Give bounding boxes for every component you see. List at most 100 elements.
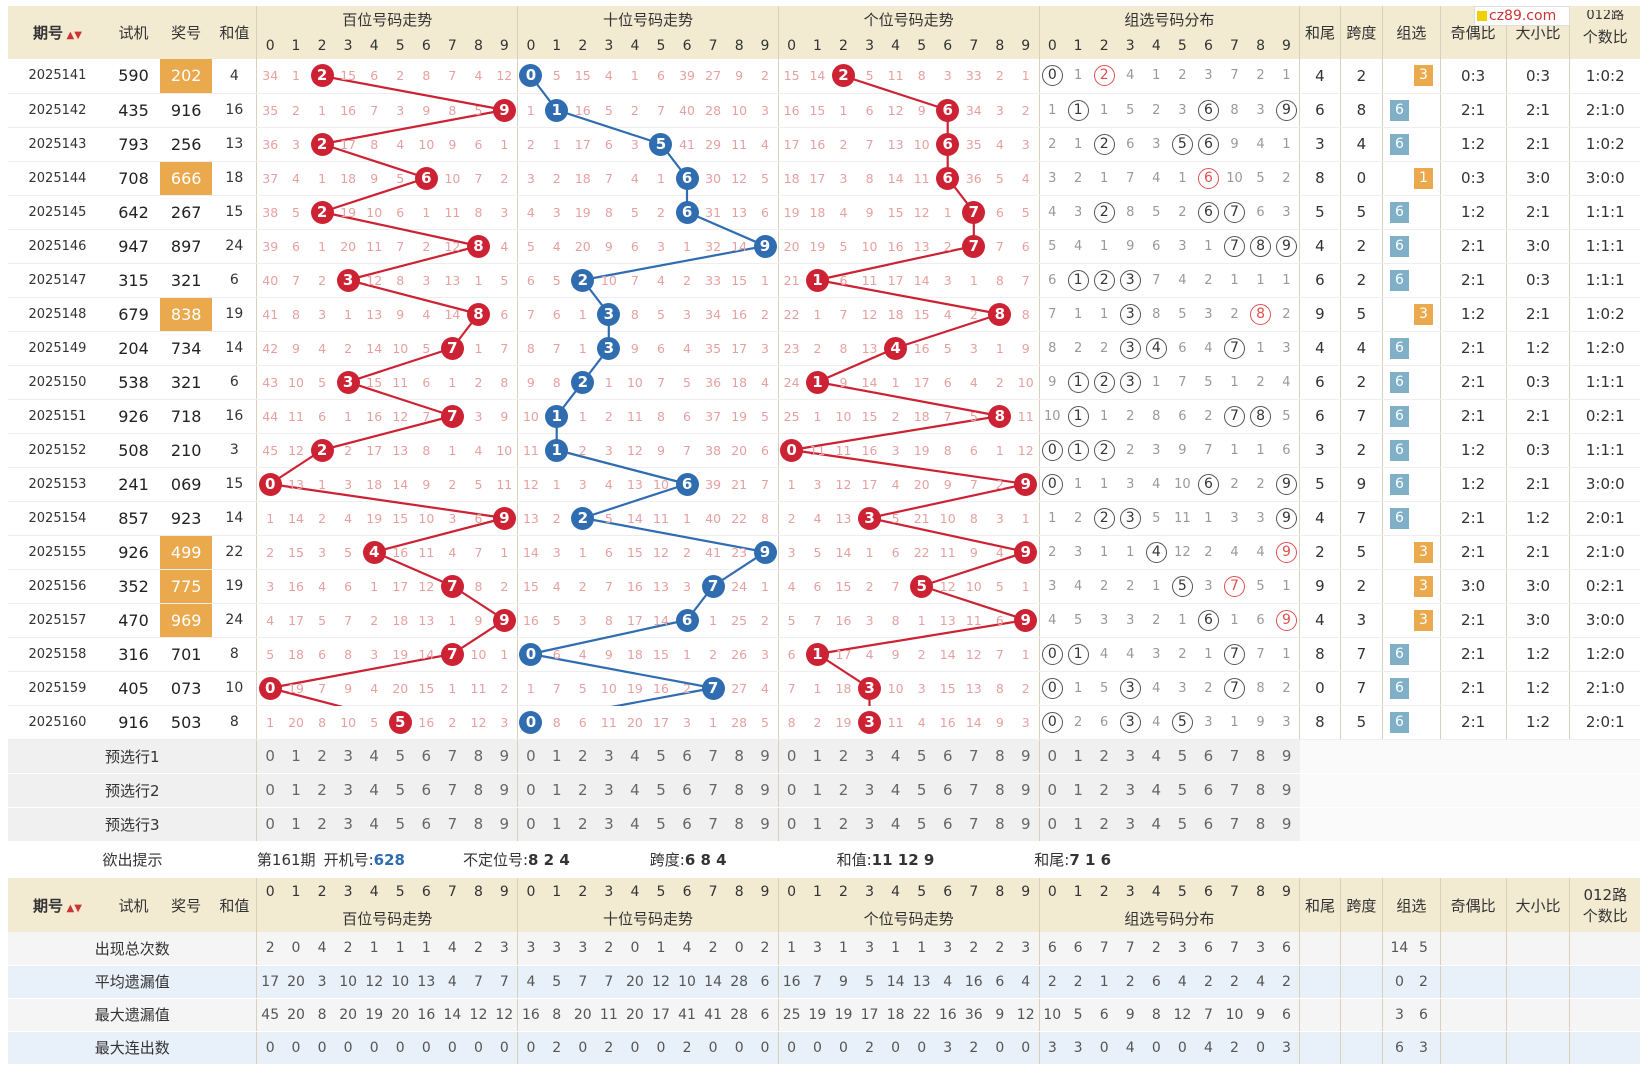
select-digit[interactable]: 3: [1117, 807, 1144, 842]
select-digit[interactable]: 1: [1065, 773, 1092, 808]
select-digit[interactable]: 2: [1091, 807, 1118, 842]
select-digit[interactable]: 1: [282, 773, 310, 808]
select-digit[interactable]: 4: [882, 773, 909, 808]
period-header[interactable]: 期号 ▲▼: [8, 6, 107, 59]
select-digit[interactable]: 4: [621, 739, 648, 774]
select-digit[interactable]: 0: [777, 807, 805, 842]
select-digit[interactable]: 8: [726, 807, 753, 842]
select-digit[interactable]: 4: [621, 773, 648, 808]
select-digit[interactable]: 5: [908, 807, 935, 842]
select-digit[interactable]: 9: [491, 739, 518, 774]
select-digit[interactable]: 2: [1091, 739, 1118, 774]
select-digit[interactable]: 9: [1273, 773, 1300, 808]
select-digit[interactable]: 3: [856, 807, 883, 842]
select-digit[interactable]: 6: [1195, 773, 1222, 808]
select-digit[interactable]: 0: [517, 807, 544, 842]
select-digit[interactable]: 9: [491, 773, 518, 808]
select-digit[interactable]: 7: [1221, 773, 1248, 808]
select-digit[interactable]: 1: [282, 807, 310, 842]
select-digit[interactable]: 7: [1221, 739, 1248, 774]
select-digit[interactable]: 4: [882, 807, 909, 842]
select-digit[interactable]: 2: [830, 739, 857, 774]
select-digit[interactable]: 8: [465, 773, 492, 808]
select-digit[interactable]: 7: [439, 807, 466, 842]
select-digit[interactable]: 5: [908, 739, 935, 774]
select-digit[interactable]: 1: [543, 807, 570, 842]
select-digit[interactable]: 6: [674, 773, 701, 808]
select-digit[interactable]: 1: [1065, 739, 1092, 774]
select-digit[interactable]: 9: [1012, 773, 1040, 808]
site-logo[interactable]: cz89.com: [1474, 6, 1570, 26]
select-digit[interactable]: 6: [934, 807, 961, 842]
select-digit[interactable]: 4: [361, 773, 388, 808]
select-digit[interactable]: 7: [439, 773, 466, 808]
select-digit[interactable]: 6: [413, 739, 440, 774]
select-digit[interactable]: 5: [1169, 773, 1196, 808]
select-digit[interactable]: 2: [309, 773, 336, 808]
select-digit[interactable]: 9: [1273, 739, 1300, 774]
select-digit[interactable]: 8: [986, 807, 1013, 842]
select-digit[interactable]: 6: [1195, 807, 1222, 842]
select-digit[interactable]: 0: [777, 773, 805, 808]
select-digit[interactable]: 1: [1065, 807, 1092, 842]
select-digit[interactable]: 5: [1169, 739, 1196, 774]
select-digit[interactable]: 1: [804, 807, 831, 842]
select-digit[interactable]: 8: [465, 807, 492, 842]
select-digit[interactable]: 8: [1247, 773, 1274, 808]
select-digit[interactable]: 7: [960, 807, 987, 842]
period-header-bottom[interactable]: 期号 ▲▼: [8, 878, 107, 932]
select-digit[interactable]: 9: [752, 807, 779, 842]
select-digit[interactable]: 1: [804, 773, 831, 808]
select-digit[interactable]: 6: [934, 773, 961, 808]
select-digit[interactable]: 0: [256, 739, 283, 774]
select-digit[interactable]: 7: [960, 739, 987, 774]
select-digit[interactable]: 1: [804, 739, 831, 774]
select-digit[interactable]: 4: [1143, 739, 1170, 774]
select-digit[interactable]: 1: [282, 739, 310, 774]
select-digit[interactable]: 3: [856, 773, 883, 808]
select-digit[interactable]: 3: [335, 739, 362, 774]
select-digit[interactable]: 7: [1221, 807, 1248, 842]
select-digit[interactable]: 0: [1038, 739, 1066, 774]
select-digit[interactable]: 0: [1038, 773, 1066, 808]
select-digit[interactable]: 6: [413, 773, 440, 808]
select-digit[interactable]: 2: [830, 807, 857, 842]
select-digit[interactable]: 2: [569, 739, 596, 774]
select-digit[interactable]: 5: [387, 739, 414, 774]
select-digit[interactable]: 7: [700, 739, 727, 774]
select-digit[interactable]: 8: [726, 739, 753, 774]
select-digit[interactable]: 5: [387, 807, 414, 842]
select-digit[interactable]: 8: [1247, 739, 1274, 774]
select-digit[interactable]: 6: [1195, 739, 1222, 774]
select-digit[interactable]: 0: [256, 807, 283, 842]
sort-icon[interactable]: ▲▼: [63, 902, 82, 914]
select-digit[interactable]: 2: [569, 773, 596, 808]
select-digit[interactable]: 8: [986, 739, 1013, 774]
select-digit[interactable]: 8: [465, 739, 492, 774]
select-digit[interactable]: 4: [361, 807, 388, 842]
select-digit[interactable]: 9: [1012, 739, 1040, 774]
select-digit[interactable]: 5: [647, 807, 674, 842]
select-digit[interactable]: 3: [1117, 773, 1144, 808]
select-digit[interactable]: 0: [1038, 807, 1066, 842]
select-digit[interactable]: 9: [1273, 807, 1300, 842]
select-digit[interactable]: 7: [700, 773, 727, 808]
select-digit[interactable]: 6: [674, 739, 701, 774]
sort-icon[interactable]: ▲▼: [63, 30, 82, 41]
select-digit[interactable]: 7: [700, 807, 727, 842]
select-digit[interactable]: 5: [387, 773, 414, 808]
select-digit[interactable]: 2: [569, 807, 596, 842]
select-digit[interactable]: 3: [595, 807, 622, 842]
select-digit[interactable]: 5: [1169, 807, 1196, 842]
select-digit[interactable]: 8: [986, 773, 1013, 808]
select-digit[interactable]: 9: [752, 739, 779, 774]
select-digit[interactable]: 3: [335, 807, 362, 842]
select-digit[interactable]: 4: [1143, 807, 1170, 842]
select-digit[interactable]: 4: [361, 739, 388, 774]
select-digit[interactable]: 3: [856, 739, 883, 774]
select-digit[interactable]: 5: [647, 773, 674, 808]
select-digit[interactable]: 6: [934, 739, 961, 774]
select-digit[interactable]: 2: [830, 773, 857, 808]
select-digit[interactable]: 2: [309, 807, 336, 842]
select-digit[interactable]: 1: [543, 773, 570, 808]
